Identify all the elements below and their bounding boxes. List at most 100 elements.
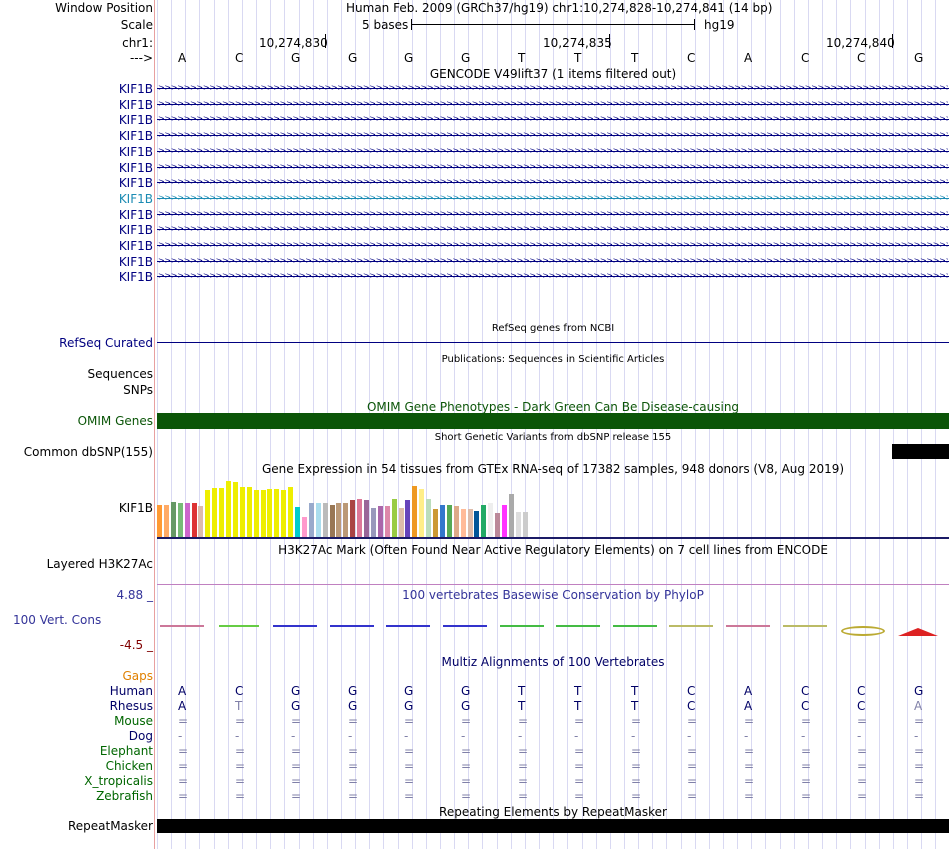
multiz-species-label[interactable]: X_tropicalis (84, 774, 153, 788)
gencode-gene-label[interactable]: KIF1B (118, 145, 153, 159)
gtex-tissue-bar[interactable] (426, 499, 431, 537)
gencode-transcript-line[interactable] (157, 182, 949, 183)
gtex-tissue-bar[interactable] (454, 506, 459, 537)
gtex-tissue-bar[interactable] (254, 490, 259, 537)
gencode-transcript-line[interactable] (157, 198, 949, 199)
gtex-tissue-bar[interactable] (178, 503, 183, 537)
multiz-species-label[interactable]: Rhesus (109, 699, 153, 713)
gtex-tissue-bar[interactable] (468, 509, 473, 537)
gtex-tissue-bar[interactable] (364, 500, 369, 537)
gtex-tissue-bar[interactable] (240, 487, 245, 537)
gencode-transcript-line[interactable] (157, 261, 949, 262)
gtex-tissue-bar[interactable] (461, 509, 466, 537)
gtex-tissue-bar[interactable] (343, 503, 348, 537)
gencode-transcript-line[interactable] (157, 104, 949, 105)
gencode-gene-label[interactable]: KIF1B (118, 129, 153, 143)
gtex-tissue-bar[interactable] (192, 503, 197, 537)
gtex-tissue-bar[interactable] (164, 505, 169, 537)
repeatmasker-track-label[interactable]: RepeatMasker (67, 819, 153, 833)
multiz-species-label[interactable]: Dog (128, 729, 153, 743)
gencode-gene-label[interactable]: KIF1B (118, 192, 153, 206)
gtex-tissue-bar[interactable] (405, 500, 410, 537)
repeatmasker-bar[interactable] (157, 819, 949, 833)
gtex-tissue-bar[interactable] (247, 487, 252, 537)
gtex-tissue-bar[interactable] (488, 503, 493, 537)
gtex-track-label[interactable]: KIF1B (118, 501, 153, 515)
gtex-tissue-bar[interactable] (378, 506, 383, 537)
gtex-tissue-bar[interactable] (523, 512, 528, 537)
multiz-species-label[interactable]: Mouse (114, 714, 153, 728)
gencode-gene-label[interactable]: KIF1B (118, 223, 153, 237)
gtex-tissue-bar[interactable] (495, 513, 500, 537)
gtex-tissue-bar[interactable] (302, 517, 307, 537)
gtex-tissue-bar[interactable] (288, 487, 293, 537)
gtex-tissue-bar[interactable] (516, 512, 521, 537)
gtex-tissue-bar[interactable] (433, 509, 438, 537)
gencode-gene-label[interactable]: KIF1B (118, 270, 153, 284)
gtex-tissue-bar[interactable] (309, 503, 314, 537)
gtex-tissue-bar[interactable] (219, 488, 224, 537)
sequences-track-label[interactable]: Sequences (87, 367, 153, 381)
snps-track-label[interactable]: SNPs (123, 383, 153, 397)
gtex-tissue-bar[interactable] (171, 502, 176, 537)
gtex-tissue-bar[interactable] (357, 499, 362, 537)
gtex-tissue-bar[interactable] (474, 511, 479, 537)
gencode-transcript-line[interactable] (157, 214, 949, 215)
gtex-tissue-bar[interactable] (157, 505, 162, 537)
gencode-transcript-line[interactable] (157, 119, 949, 120)
gtex-tissue-bar[interactable] (392, 499, 397, 537)
gencode-transcript-line[interactable] (157, 167, 949, 168)
gtex-tissue-bar[interactable] (261, 490, 266, 537)
omim-track-label[interactable]: OMIM Genes (77, 414, 153, 428)
gencode-gene-label[interactable]: KIF1B (118, 113, 153, 127)
gencode-gene-label[interactable]: KIF1B (118, 255, 153, 269)
multiz-species-label[interactable]: Zebrafish (96, 789, 153, 803)
gtex-tissue-bar[interactable] (198, 506, 203, 537)
gtex-tissue-bar[interactable] (212, 488, 217, 537)
gtex-tissue-bar[interactable] (447, 505, 452, 537)
refseq-track-label[interactable]: RefSeq Curated (59, 336, 153, 350)
phylop-track-label[interactable]: 100 Vert. Cons (13, 613, 102, 627)
gtex-tissue-bar[interactable] (316, 503, 321, 537)
gencode-gene-label[interactable]: KIF1B (118, 208, 153, 222)
gencode-gene-label[interactable]: KIF1B (118, 176, 153, 190)
gencode-transcript-line[interactable] (157, 229, 949, 230)
dbsnp-variant-bar[interactable] (892, 444, 949, 459)
gencode-gene-label[interactable]: KIF1B (118, 161, 153, 175)
gtex-tissue-bar[interactable] (185, 503, 190, 537)
gtex-tissue-bar[interactable] (281, 490, 286, 537)
gtex-tissue-bar[interactable] (330, 505, 335, 537)
gtex-tissue-bar[interactable] (385, 506, 390, 537)
gencode-gene-label[interactable]: KIF1B (118, 98, 153, 112)
gencode-transcript-line[interactable] (157, 88, 949, 89)
gencode-gene-label[interactable]: KIF1B (118, 82, 153, 96)
gtex-tissue-bar[interactable] (419, 489, 424, 537)
gtex-tissue-bar[interactable] (440, 505, 445, 537)
gtex-tissue-bar[interactable] (371, 508, 376, 537)
gtex-tissue-bar[interactable] (323, 503, 328, 537)
gencode-transcript-line[interactable] (157, 135, 949, 136)
gtex-tissue-bar[interactable] (399, 508, 404, 537)
gtex-tissue-bar[interactable] (295, 507, 300, 537)
gtex-tissue-bar[interactable] (205, 490, 210, 537)
gtex-tissue-bar[interactable] (481, 505, 486, 537)
gtex-tissue-bar[interactable] (336, 503, 341, 537)
multiz-species-label[interactable]: Human (109, 684, 153, 698)
dbsnp-track-label[interactable]: Common dbSNP(155) (23, 445, 153, 459)
gtex-tissue-bar[interactable] (233, 482, 238, 537)
gtex-tissue-bar[interactable] (502, 505, 507, 537)
gtex-tissue-bar[interactable] (350, 500, 355, 537)
gtex-tissue-bar[interactable] (226, 481, 231, 537)
multiz-species-label[interactable]: Elephant (99, 744, 153, 758)
h3k27ac-track-label[interactable]: Layered H3K27Ac (46, 557, 153, 571)
gtex-tissue-bar[interactable] (509, 494, 514, 537)
multiz-species-label[interactable]: Chicken (105, 759, 153, 773)
gencode-transcript-line[interactable] (157, 245, 949, 246)
gtex-expression-chart[interactable] (157, 475, 949, 537)
gencode-gene-label[interactable]: KIF1B (118, 239, 153, 253)
gtex-tissue-bar[interactable] (267, 489, 272, 537)
omim-feature-bar[interactable] (157, 413, 949, 429)
gtex-tissue-bar[interactable] (412, 486, 417, 537)
gencode-transcript-line[interactable] (157, 276, 949, 277)
